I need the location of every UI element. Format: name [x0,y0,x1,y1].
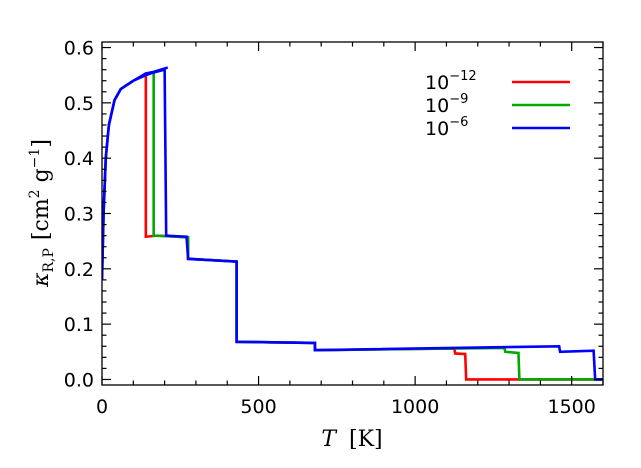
tick-labels: 0 500 1000 1500 0.0 0.1 0.2 0.3 0.4 0.5 0.6 [64,38,596,418]
y-axis-sub: R,P [41,248,57,272]
y-tick-label: 0.4 [64,148,94,170]
x-tick-label: 0 [96,396,108,418]
legend-label-1: 10−9 [425,92,468,117]
series-line-1 [152,72,603,381]
shared-rise-line [102,66,169,280]
y-tick-label: 0.1 [64,314,94,336]
y-tick-label: 0.2 [64,259,94,281]
legend-label-2: 10−6 [425,115,468,140]
y-tick-label: 0.0 [64,369,94,391]
y-axis-unit-exp1: 2 [27,189,43,198]
x-axis-label: T [K] [321,427,382,452]
x-tick-label: 1000 [391,396,439,418]
x-tick-label: 1500 [548,396,596,418]
y-axis-label: κR,P [cm2 g−1] [27,139,57,288]
x-axis-unit: [K] [349,427,383,452]
y-tick-label: 0.3 [64,204,94,226]
y-axis-var: κ [29,272,54,288]
series-line-2 [102,67,603,381]
y-axis-unit-mid: g [29,168,54,189]
x-tick-label: 500 [240,396,276,418]
y-tick-label: 0.6 [64,38,94,60]
y-axis-unit-exp2: −1 [27,148,43,169]
series-line-0 [144,72,603,381]
plot-area [101,41,604,386]
y-tick-label: 0.5 [64,93,94,115]
legend-label-0: 10−12 [425,69,477,94]
axis-ticks [101,42,604,385]
y-axis-unit-pre: [cm [29,198,54,240]
plot-frame [101,41,604,386]
y-axis-unit-post: ] [29,139,54,148]
x-axis-var: T [321,427,338,452]
